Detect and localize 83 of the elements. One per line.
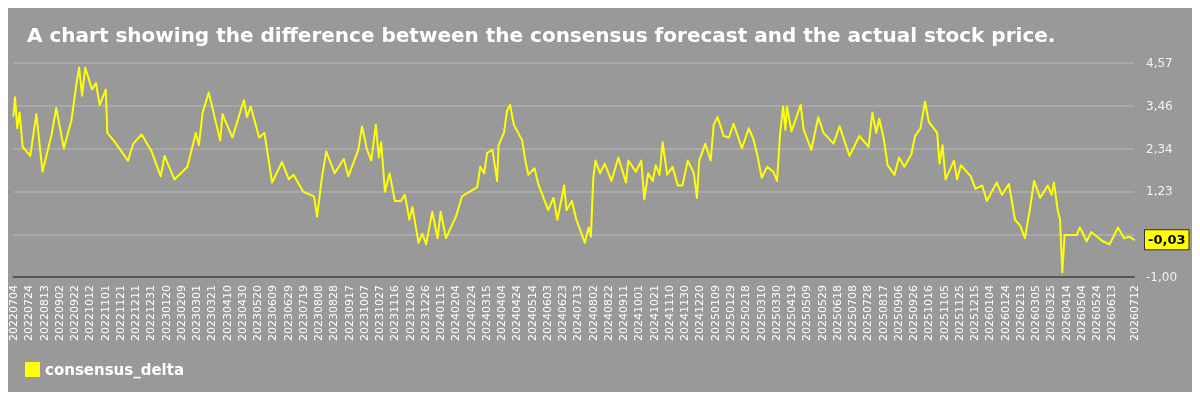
x-tick-label: 20220902 (52, 285, 66, 341)
x-tick-label: 20251125 (952, 285, 966, 341)
x-tick-label: 20251105 (937, 285, 951, 341)
x-tick-label: 20250529 (815, 285, 829, 341)
x-tick-label: 20221121 (113, 285, 127, 341)
x-tick-label: 20240623 (556, 285, 570, 341)
x-tick-label: 20240802 (586, 285, 600, 341)
x-tick-label: 20250618 (830, 285, 844, 341)
x-tick-label: 20260104 (983, 285, 997, 341)
x-tick-label: 20240911 (617, 285, 631, 341)
x-tick-label: 20240204 (449, 285, 463, 341)
x-tick-label: 20241110 (662, 285, 676, 341)
x-tick-label: 20250728 (861, 285, 875, 341)
x-tick-label: 20220922 (68, 285, 82, 341)
x-tick-label: 20240404 (495, 285, 509, 341)
x-tick-label: 20240603 (540, 285, 554, 341)
x-tick-label: 20230209 (174, 285, 188, 341)
x-tick-label: 20240713 (571, 285, 585, 341)
x-tick-label: 20250817 (876, 285, 890, 341)
x-tick-label: 20260712 (1127, 285, 1141, 341)
x-tick-label: 20240822 (601, 285, 615, 341)
x-tick-label: 20241130 (678, 285, 692, 341)
x-tick-label: 20221211 (129, 285, 143, 341)
x-tick-label: 20221101 (98, 285, 112, 341)
chart-title: A chart showing the difference between the consensus forecast and the actual stock price. (27, 23, 1056, 47)
x-tick-label: 20220724 (22, 285, 36, 341)
legend-label: consensus_delta (45, 360, 185, 379)
y-tick-label: 3,46 (1146, 98, 1173, 113)
x-tick-label: 20230520 (251, 285, 265, 341)
x-tick-label: 20230410 (220, 285, 234, 341)
x-tick-label: 20230629 (281, 285, 295, 341)
x-tick-label: 20230808 (312, 285, 326, 341)
x-tick-label: 20260504 (1074, 285, 1088, 341)
y-tick-label: 4,57 (1146, 56, 1173, 70)
x-tick-label: 20240514 (525, 285, 539, 341)
x-tick-label: 20250906 (891, 285, 905, 341)
x-tick-label: 20260213 (1013, 285, 1027, 341)
x-tick-label: 20250109 (708, 285, 722, 341)
x-tick-label: 20221231 (144, 285, 158, 341)
x-tick-label: 20260524 (1090, 285, 1104, 341)
x-tick-label: 20251215 (968, 285, 982, 341)
x-tick-label: 20231226 (418, 285, 432, 341)
y-tick-label: -1,00 (1146, 270, 1178, 284)
x-tick-label: 20231206 (403, 285, 417, 341)
x-tick-label: 20241001 (632, 285, 646, 341)
x-tick-label: 20260305 (1029, 285, 1043, 341)
x-tick-label: 20230828 (327, 285, 341, 341)
x-tick-label: 20240115 (434, 285, 448, 341)
x-tick-label: 20241021 (647, 285, 661, 341)
x-tick-label: 20250330 (769, 285, 783, 341)
x-tick-label: 20251016 (922, 285, 936, 341)
x-tick-label: 20231027 (373, 285, 387, 341)
y-tick-label: 2,34 (1146, 141, 1173, 156)
x-tick-label: 20240315 (479, 285, 493, 341)
x-tick-label: 20230917 (342, 285, 356, 341)
x-tick-label: 20230321 (205, 285, 219, 341)
y-tick-label: 1,23 (1146, 184, 1173, 199)
x-tick-label: 20220704 (7, 285, 20, 341)
x-tick-label: 20231007 (357, 285, 371, 341)
x-tick-label: 20250926 (907, 285, 921, 341)
x-tick-label: 20250419 (785, 285, 799, 341)
x-tick-label: 20260325 (1044, 285, 1058, 341)
x-tick-label: 20260414 (1059, 285, 1073, 341)
x-tick-label: 20230719 (296, 285, 310, 341)
x-tick-label: 20240224 (464, 285, 478, 341)
x-tick-label: 20250310 (754, 285, 768, 341)
x-tick-label: 20221012 (83, 285, 97, 341)
x-tick-label: 20260613 (1105, 285, 1119, 341)
x-tick-label: 20231116 (388, 285, 402, 341)
x-tick-label: 20241220 (693, 285, 707, 341)
annotation: -0,03 (1148, 232, 1186, 248)
x-tick-label: 20250708 (846, 285, 860, 341)
x-tick-label: 20230120 (159, 285, 173, 341)
line-series (12, 66, 1135, 274)
x-tick-label: 20220813 (37, 285, 51, 341)
x-tick-label: 20230609 (266, 285, 280, 341)
x-tick-label: 20250218 (739, 285, 753, 341)
x-tick-label: 20230430 (235, 285, 249, 341)
x-tick-label: 20260124 (998, 285, 1012, 341)
x-tick-label: 20250129 (724, 285, 737, 341)
x-tick-label: 20250509 (800, 285, 814, 341)
x-tick-label: 20240424 (510, 285, 524, 341)
x-tick-label: 20230301 (190, 285, 204, 341)
